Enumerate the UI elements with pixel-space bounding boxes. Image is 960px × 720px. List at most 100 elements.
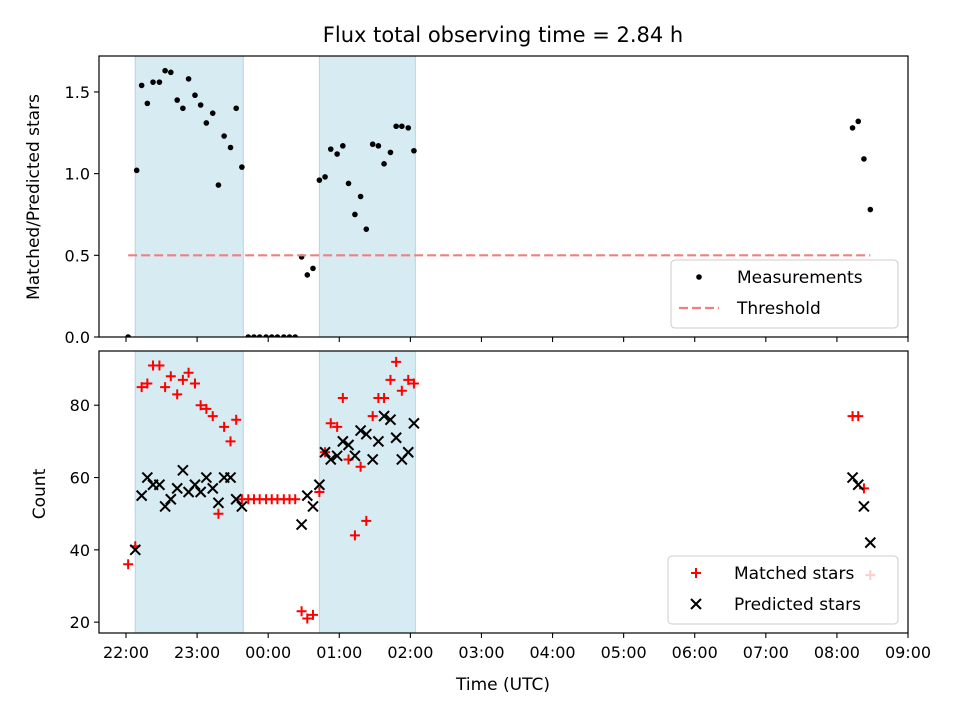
predicted-star-point	[159, 500, 171, 513]
predicted-star-point	[200, 471, 213, 484]
predicted-star-point	[177, 464, 189, 477]
matched-star-point	[136, 382, 147, 393]
predicted-star-point	[372, 435, 385, 448]
measurement-point	[144, 100, 151, 107]
predicted-star-point	[171, 482, 183, 495]
x-tick-label: 05:00	[601, 643, 647, 662]
matched-star-point	[367, 411, 378, 422]
predicted-star-point	[153, 479, 166, 491]
matched-star-point	[142, 378, 153, 389]
measurement-point	[251, 334, 257, 337]
measurement-point	[399, 123, 405, 130]
matched-star-point	[154, 360, 165, 371]
measurement-point	[133, 167, 140, 174]
predicted-star-point	[207, 482, 219, 495]
measurement-point	[357, 193, 364, 200]
predicted-star-point	[366, 453, 379, 466]
predicted-star-point	[313, 479, 326, 491]
measurement-point	[268, 334, 275, 337]
measurement-point	[286, 334, 293, 337]
matched-star-point	[408, 378, 419, 389]
predicted-star-point	[858, 500, 870, 513]
measurement-point	[138, 82, 145, 89]
matched-star-point	[314, 487, 325, 497]
x-axis-label: Time (UTC)	[455, 675, 550, 695]
predicted-star-point	[846, 471, 859, 484]
y-tick-label: 40	[70, 541, 90, 560]
measurement-point	[352, 211, 358, 218]
measurement-point	[125, 334, 131, 337]
matched-star-point	[337, 393, 348, 403]
predicted-star-point	[408, 417, 420, 430]
measurement-point	[849, 125, 856, 131]
measurement-point	[233, 105, 240, 112]
measurement-point	[405, 125, 412, 131]
matched-star-point	[296, 606, 307, 617]
predicted-star-point	[331, 450, 343, 462]
predicted-star-point	[212, 497, 225, 509]
matched-star-point	[231, 414, 242, 425]
y-tick-label: 60	[70, 469, 90, 488]
measurement-point	[304, 272, 311, 278]
bottom-panel: 20 40 60 80 22:00 23:00 00:00 01:00 02:00 03:00 04…	[30, 350, 931, 662]
top-panel: 0.0 0.5 1.0 1.5 Matched/Predicted stars Measu…	[24, 55, 909, 347]
measurement-point	[150, 79, 156, 85]
predicted-star-point	[325, 453, 337, 466]
legend-marker-dot	[696, 274, 702, 280]
predicted-star-point	[337, 435, 349, 448]
measurement-point	[867, 206, 874, 213]
predicted-star-point	[194, 486, 207, 498]
y-tick-label: 1.5	[65, 83, 90, 102]
x-tick-label: 09:00	[885, 643, 931, 662]
predicted-star-point	[390, 432, 402, 444]
y-tick-label: 20	[70, 613, 90, 632]
legend-label: Matched stars	[734, 564, 854, 584]
predicted-star-point	[230, 493, 242, 505]
matched-star-point	[213, 508, 224, 519]
shaded-interval	[318, 55, 416, 338]
matched-star-point	[391, 356, 402, 367]
matched-star-point	[290, 494, 301, 505]
x-tick-label: 22:00	[103, 643, 149, 662]
legend-marker-plus	[691, 568, 701, 578]
predicted-star-point	[135, 489, 148, 502]
measurement-point	[209, 110, 216, 116]
predicted-star-point	[852, 479, 864, 491]
measurement-point	[322, 174, 328, 180]
matched-star-point	[172, 389, 183, 400]
measurement-point	[363, 226, 370, 232]
y-tick-label: 0.0	[65, 328, 90, 347]
plot-marks	[123, 356, 877, 624]
measurement-point	[340, 143, 346, 149]
matched-star-point	[332, 421, 343, 432]
predicted-star-point	[354, 424, 367, 437]
measurement-point	[281, 334, 287, 337]
shaded-interval	[318, 350, 416, 634]
matched-star-point	[325, 418, 336, 429]
x-tick-label: 04:00	[529, 643, 575, 662]
x-tick-label: 02:00	[387, 643, 433, 662]
predicted-star-point	[141, 471, 154, 484]
legend-box	[670, 259, 899, 329]
predicted-star-point	[319, 446, 331, 458]
predicted-star-point	[129, 544, 141, 556]
legend: Matched stars Predicted stars	[667, 555, 899, 625]
x-tick-label: 08:00	[814, 643, 860, 662]
matched-star-point	[396, 385, 407, 396]
y-tick-label: 1.0	[65, 165, 90, 184]
measurement-point	[375, 143, 382, 149]
measurement-point	[327, 146, 334, 152]
measurement-point	[162, 67, 168, 74]
measurement-point	[239, 164, 245, 170]
y-axis-label: Count	[30, 468, 50, 519]
measurement-point	[345, 180, 352, 187]
matched-star-point	[189, 378, 200, 389]
matched-star-point	[403, 374, 414, 385]
measurement-point	[185, 76, 192, 82]
matched-star-point	[225, 436, 236, 447]
measurement-point	[381, 161, 387, 167]
y-axis-label: Matched/Predicted stars	[24, 94, 44, 300]
matched-star-point	[302, 613, 313, 624]
matched-star-point	[160, 382, 171, 393]
